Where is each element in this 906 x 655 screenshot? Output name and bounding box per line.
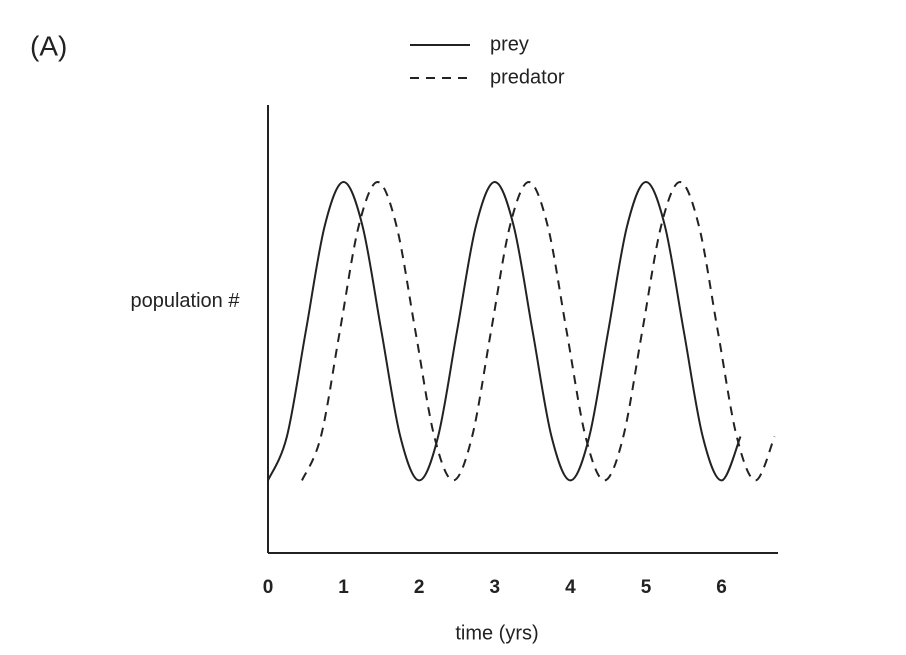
x-tick-label: 4 [565, 577, 576, 598]
chart-title: (A) [30, 30, 67, 61]
series-line [301, 181, 776, 482]
x-axis-label: time (yrs) [455, 622, 538, 644]
y-axis-label: population # [130, 290, 240, 312]
series-line [267, 181, 742, 482]
x-tick-label: 2 [414, 577, 425, 598]
x-tick-label: 3 [490, 577, 501, 598]
x-tick-label: 1 [338, 577, 349, 598]
legend-label: prey [490, 33, 529, 55]
x-tick-label: 6 [716, 577, 727, 598]
x-tick-label: 0 [263, 577, 274, 598]
x-tick-label: 5 [641, 577, 652, 598]
legend-label: predator [490, 66, 565, 88]
